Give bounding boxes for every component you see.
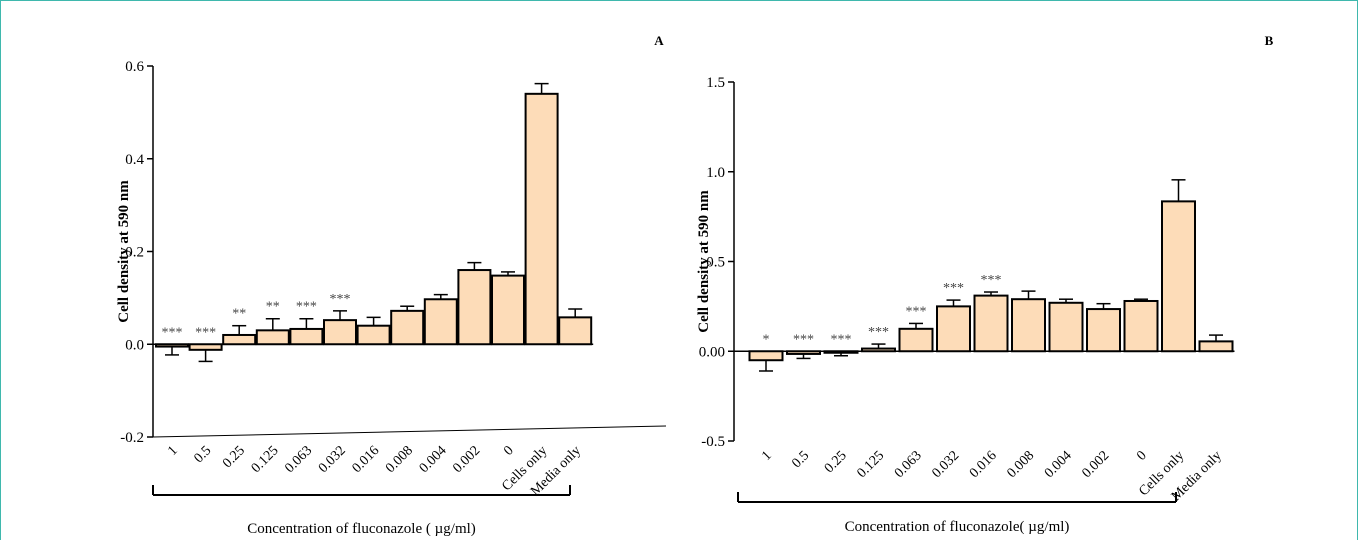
bar: [1011, 298, 1046, 353]
y-tick-label: 0.5: [706, 255, 725, 271]
y-axis-label: Cell density at 590 nm: [116, 180, 132, 323]
bar: [786, 350, 821, 355]
bar: [524, 92, 559, 346]
bar: [1048, 301, 1084, 353]
significance-label: ***: [943, 281, 964, 296]
x-tick-label: 0.016: [350, 443, 383, 476]
panel-label: A: [654, 33, 664, 48]
x-tick-label: 0: [501, 443, 517, 459]
significance-label: ***: [981, 273, 1002, 288]
y-tick-label: 0.0: [125, 337, 144, 353]
x-tick-label: 0.002: [1079, 448, 1112, 481]
x-tick-label: 0.008: [383, 443, 416, 476]
significance-label: ***: [793, 332, 814, 347]
bar: [155, 343, 189, 348]
bar: [898, 327, 934, 353]
significance-label: ***: [906, 304, 927, 319]
bar: [1086, 308, 1121, 353]
y-tick-label: 1.5: [706, 75, 725, 91]
y-tick-label: 1.0: [706, 165, 725, 181]
bar: [356, 324, 391, 346]
significance-label: ***: [330, 292, 351, 307]
x-tick-label: 1: [759, 448, 775, 464]
x-tick-label: 0: [1134, 448, 1150, 464]
x-tick-label: 0.008: [1004, 448, 1037, 481]
bar: [558, 316, 593, 346]
bar: [222, 333, 257, 346]
y-tick-label: -0.2: [120, 430, 144, 446]
y-tick-label: 0.00: [699, 344, 725, 360]
bar: [936, 305, 971, 353]
bar: [457, 269, 492, 346]
y-axis-label: Cell density at 590 nm: [696, 190, 712, 333]
bar: [861, 347, 896, 353]
x-tick-label: 1: [165, 443, 181, 459]
significance-label: **: [266, 300, 280, 315]
x-axis-label: Concentration of fluconazole ( µg/ml): [247, 521, 476, 537]
x-tick-label: 0.5: [191, 443, 214, 466]
x-tick-label: 0.032: [929, 448, 962, 481]
x-tick-label: 0.5: [789, 448, 812, 471]
panel-a: A -0.2 0.0 0.2 0.4 0.6 Cell density at 590 nm *…: [116, 33, 667, 537]
bar: [973, 294, 1009, 353]
bar: [1198, 340, 1234, 353]
x-axis-label: Concentration of fluconazole( µg/ml): [845, 519, 1070, 535]
significance-label: ***: [296, 300, 317, 315]
significance-label: **: [232, 307, 246, 322]
bar: [423, 298, 458, 346]
significance-label: ***: [868, 325, 889, 340]
y-tick-label: 0.2: [125, 245, 144, 261]
bar: [1161, 200, 1196, 353]
x-tick-label: 0.25: [822, 448, 850, 476]
y-tick-label: 0.6: [125, 59, 144, 75]
bar: [748, 350, 784, 362]
x-tick-label: 0.25: [220, 443, 248, 471]
panel-label: B: [1265, 33, 1274, 48]
x-tick-label: 0.125: [249, 443, 282, 476]
bar: [390, 309, 425, 346]
bar: [255, 329, 290, 346]
bar: [188, 343, 223, 351]
x-tick-label: 0.002: [450, 443, 483, 476]
x-tick-label: 0.063: [282, 443, 315, 476]
significance-label: *: [763, 332, 770, 347]
panel-b: B -0.5 0.00 0.5 1.0 1.5 Cell density at 590 nm…: [696, 33, 1274, 535]
y-tick-label: 0.4: [125, 152, 144, 168]
bar: [491, 274, 525, 346]
x-tick-label: 0.004: [1042, 448, 1075, 481]
y-tick-label: -0.5: [701, 434, 725, 450]
significance-label: ***: [195, 325, 216, 340]
bar: [1123, 299, 1159, 353]
significance-label: ***: [831, 332, 852, 347]
x-tick-label: 0.063: [892, 448, 925, 481]
x-tick-label: 0.016: [967, 448, 1000, 481]
x-tick-label: 0.004: [417, 443, 450, 476]
x-tick-label: 0.125: [854, 448, 887, 481]
significance-label: ***: [162, 325, 183, 340]
bar: [323, 319, 357, 346]
x-axis-line: [152, 425, 667, 438]
bar: [289, 327, 324, 346]
x-tick-label: 0.032: [316, 443, 349, 476]
